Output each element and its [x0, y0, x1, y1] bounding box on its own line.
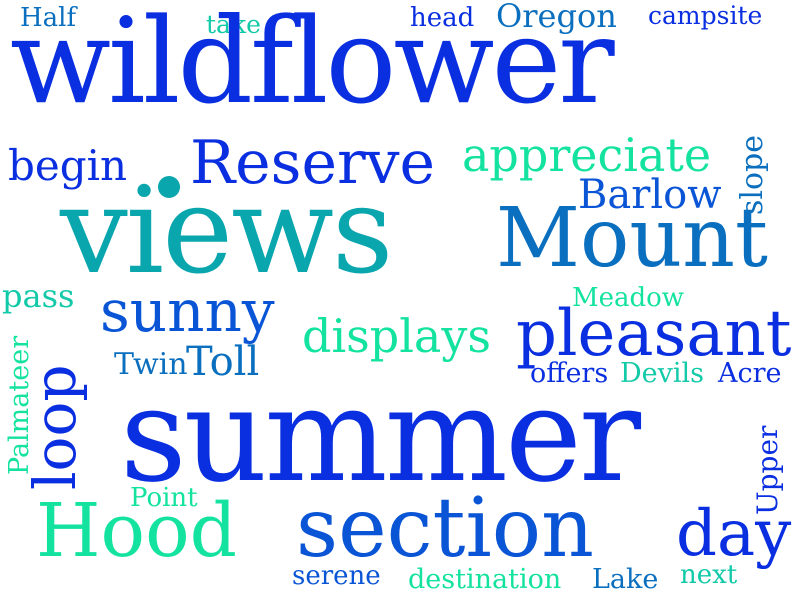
word-campsite: campsite — [648, 1, 763, 30]
word-displays: displays — [302, 309, 491, 363]
word-views: views — [60, 162, 393, 301]
word-half: Half — [20, 3, 77, 33]
word-mount: Mount — [496, 191, 768, 286]
word-take: take — [206, 10, 261, 39]
word-next: next — [680, 560, 738, 590]
word-lake: Lake — [592, 564, 659, 595]
word-twin: Twin — [114, 347, 188, 382]
word-acre: Acre — [718, 358, 782, 389]
word-destination: destination — [408, 564, 562, 595]
word-barlow: Barlow — [578, 172, 722, 218]
word-point: Point — [130, 483, 198, 513]
word-begin: begin — [8, 141, 128, 190]
word-loop: loop — [21, 364, 89, 490]
word-section: section — [296, 481, 594, 576]
word-reserve: Reserve — [190, 128, 436, 198]
word-meadow: Meadow — [572, 283, 685, 313]
word-sunny: sunny — [100, 277, 275, 345]
word-day: day — [676, 497, 792, 571]
word-wildflower: wildflower — [10, 0, 615, 130]
word-pass: pass — [2, 277, 75, 315]
word-toll: Toll — [186, 339, 260, 385]
word-serene: serene — [292, 561, 381, 591]
decorative-dot — [158, 176, 180, 198]
word-summer: summer — [120, 359, 641, 511]
word-oregon: Oregon — [496, 0, 617, 35]
word-hood: Hood — [36, 488, 238, 574]
word-head: head — [410, 3, 475, 33]
word-devils: Devils — [620, 358, 705, 389]
word-pleasant: pleasant — [516, 297, 792, 371]
word-offers: offers — [530, 358, 609, 389]
word-appreciate: appreciate — [462, 128, 712, 182]
